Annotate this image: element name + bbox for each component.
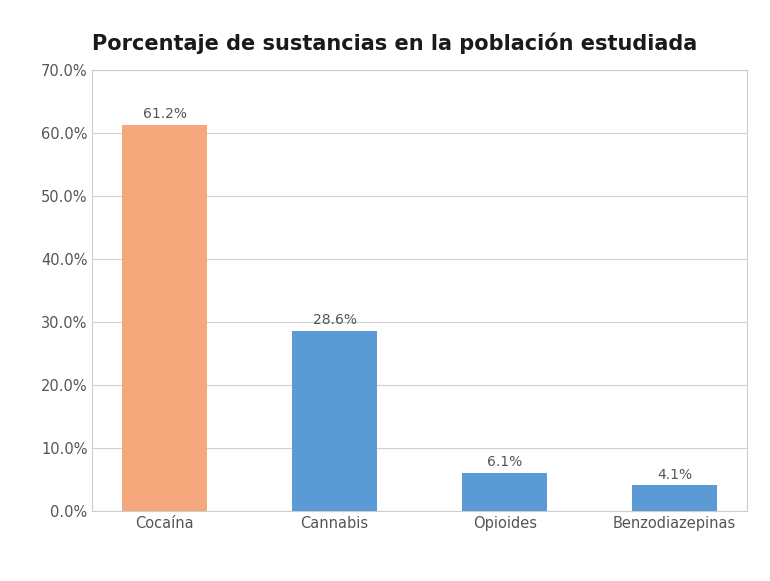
Text: Porcentaje de sustancias en la población estudiada: Porcentaje de sustancias en la población… — [92, 33, 698, 54]
Bar — [122, 125, 207, 511]
Text: 6.1%: 6.1% — [487, 455, 522, 469]
Bar — [632, 485, 717, 511]
Text: 4.1%: 4.1% — [657, 468, 692, 482]
Bar — [292, 331, 377, 511]
Text: 28.6%: 28.6% — [313, 313, 357, 327]
Text: 61.2%: 61.2% — [142, 107, 186, 121]
Bar — [462, 473, 547, 511]
